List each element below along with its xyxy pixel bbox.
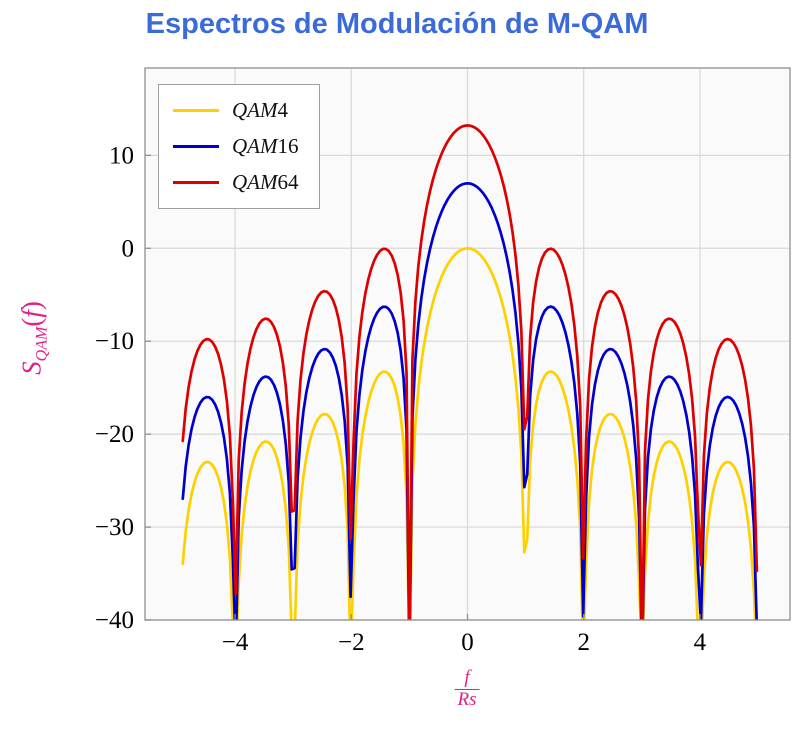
y-tick-label: 10 xyxy=(109,142,134,169)
chart-title: Espectros de Modulación de M-QAM xyxy=(145,8,649,40)
series-line-QAM64 xyxy=(181,124,759,620)
series-line-QAM4 xyxy=(181,246,757,620)
y-tick-label: 0 xyxy=(122,235,135,262)
legend-item-QAM4: QAM4 xyxy=(173,98,299,123)
x-tick-label: −4 xyxy=(222,629,249,656)
legend-item-QAM16: QAM16 xyxy=(173,134,299,159)
series-line-QAM16 xyxy=(181,182,758,620)
legend-line-swatch xyxy=(173,109,219,112)
y-axis-label: SQAM(f) xyxy=(16,301,51,375)
x-label-denominator: Rs xyxy=(454,688,480,711)
legend: QAM4 QAM16 QAM64 xyxy=(158,84,320,209)
x-tick-label: 4 xyxy=(694,629,707,656)
x-label-numerator: f xyxy=(464,667,470,688)
y-tick-label: −40 xyxy=(95,607,134,634)
legend-label: QAM16 xyxy=(232,134,299,158)
legend-label: QAM4 xyxy=(232,98,288,122)
x-tick-label: 2 xyxy=(577,629,590,656)
y-tick-label: −10 xyxy=(95,328,134,355)
x-label-fraction: f Rs xyxy=(454,667,480,711)
x-tick-label: 0 xyxy=(461,629,474,656)
legend-item-QAM64: QAM64 xyxy=(173,170,299,195)
legend-line-swatch xyxy=(173,181,219,184)
y-label-symbol: S xyxy=(16,361,47,375)
y-label-subscript: QAM xyxy=(33,326,51,362)
y-tick-label: −20 xyxy=(95,421,134,448)
legend-label: QAM64 xyxy=(232,170,299,194)
legend-line-swatch xyxy=(173,145,219,148)
x-tick-label: −2 xyxy=(338,629,365,656)
y-tick-label: −30 xyxy=(95,514,134,541)
x-axis-label: f Rs xyxy=(454,667,480,711)
